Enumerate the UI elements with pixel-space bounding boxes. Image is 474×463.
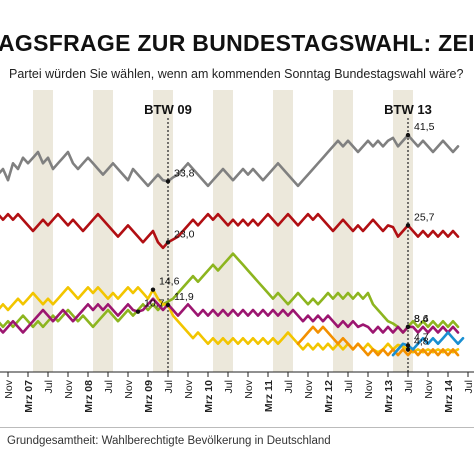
x-tick-label: Mrz 10 [203,380,215,413]
shaded-band [333,90,353,372]
x-tick-label: Mrz 13 [383,380,395,413]
x-tick-label: Mrz 11 [263,380,275,412]
data-point [405,347,411,352]
data-point [165,302,171,308]
footer-divider [0,427,474,428]
x-tick-label: Nov [63,379,75,398]
series-line-1 [0,212,460,250]
x-tick-label: Jul [463,380,474,393]
data-point [405,223,411,228]
x-tick-label: Nov [423,379,435,398]
data-label: 10,7 [144,298,165,310]
data-point [405,324,411,330]
shaded-band [213,90,233,372]
x-tick-label: Jul [43,380,55,393]
x-tick-label: Nov [243,379,255,398]
data-point [165,240,171,245]
data-label: 11,9 [174,291,194,303]
data-label: 33,8 [174,167,195,179]
x-tick-label: Nov [183,379,195,398]
election-marker-label: BTW 09 [144,102,192,117]
x-tick-label: Nov [363,379,375,398]
data-label: 8,6 [414,313,429,325]
x-tick-label: Mrz 12 [323,380,335,413]
x-axis-band [0,372,474,422]
chart-subtitle: Partei würden Sie wählen, wenn am kommen… [9,67,464,81]
x-tick-label: Nov [303,379,315,398]
data-label: 4,7 [414,331,429,343]
data-point [405,343,411,348]
x-tick-label: Jul [403,380,415,393]
election-marker-label: BTW 13 [384,102,432,117]
data-point [150,287,156,292]
shaded-band [153,90,173,372]
x-tick-label: Mrz 14 [443,380,455,413]
shaded-band [273,90,293,372]
data-label: 14,6 [159,276,180,288]
data-label: 41,5 [414,121,435,133]
data-point [405,132,411,138]
data-label: 4,8 [414,335,429,347]
series-line-5 [296,325,460,357]
data-point [135,309,141,314]
series-line-6 [391,331,465,357]
shaded-band [33,90,53,372]
x-tick-label: Jul [283,380,295,393]
x-tick-label: Mrz 08 [83,380,95,413]
x-tick-label: Jul [343,380,355,393]
data-label: 25,7 [414,211,435,223]
x-tick-label: Jul [163,380,175,393]
footer-note: Grundgesamtheit: Wahlberechtigte Bevölke… [7,435,331,447]
x-tick-label: Jul [103,380,115,393]
data-label: 23,0 [174,228,195,240]
series-line-4 [0,297,460,334]
x-tick-label: Mrz 09 [143,380,155,413]
data-label: 8,4 [414,313,429,325]
shaded-band [93,90,113,372]
x-tick-label: Jul [223,380,235,393]
data-point [165,179,171,184]
x-tick-label: Mrz 07 [23,380,35,413]
x-tick-label: Nov [3,379,15,398]
x-tick-label: Nov [123,379,135,398]
chart-title: AGSFRAGE ZUR BUNDESTAGSWAHL: ZEITVERL [0,30,474,56]
series-line-0 [0,133,460,188]
